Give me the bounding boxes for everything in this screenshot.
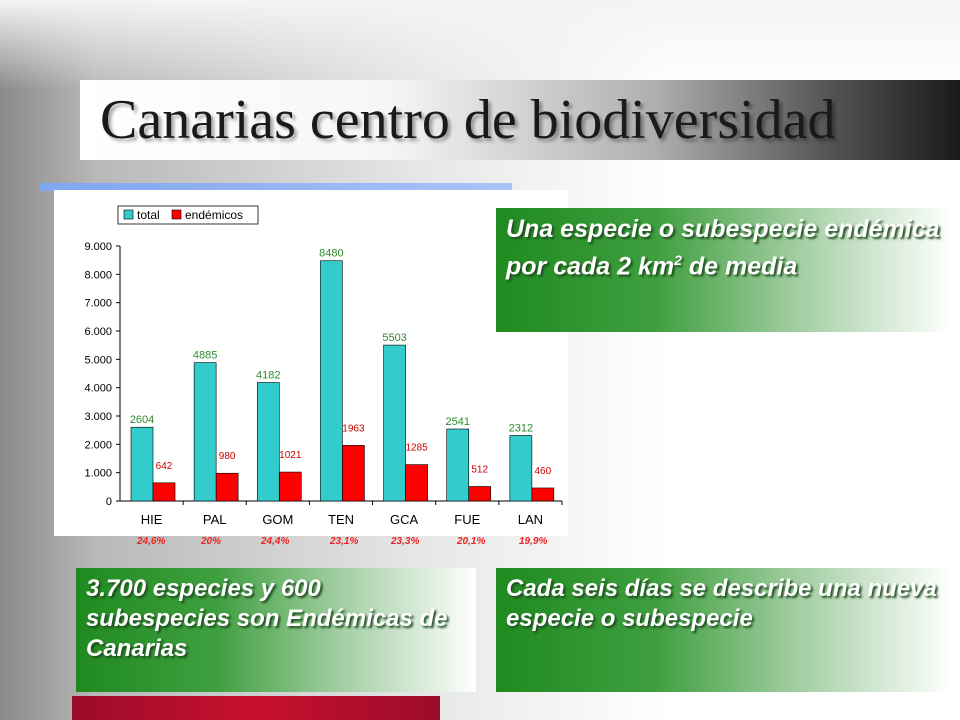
percent-label-lan: 19,9%: [519, 536, 548, 547]
legend-swatch-total: [123, 209, 134, 220]
y-tick-label: 3.000: [84, 411, 112, 423]
data-label-endemic-pal: 980: [219, 451, 236, 462]
callout-superscript: 2: [674, 252, 682, 268]
y-tick-label: 6.000: [84, 326, 112, 338]
callout-discovery-rate-text: Cada seis días se describe una nueva esp…: [506, 575, 937, 632]
y-tick-label: 4.000: [84, 383, 112, 395]
percent-label-gca: 23,3%: [391, 536, 420, 547]
data-label-endemic-gom: 1021: [279, 450, 302, 461]
bar-total-gca: [383, 344, 406, 502]
y-tick-label: 7.000: [84, 298, 112, 310]
bar-total-fue: [446, 428, 470, 502]
callout-discovery-rate: Cada seis días se describe una nueva esp…: [496, 568, 952, 692]
callout-endemic-density-end: de media: [688, 252, 798, 281]
callout-endemic-density-text: Una especie o subespecie endémica por ca…: [506, 215, 940, 281]
legend-label-endemic: endémicos: [185, 208, 243, 222]
x-tick-label-gca: GCA: [390, 512, 419, 527]
data-label-total-ten: 8480: [319, 248, 343, 260]
percent-label-hie: 24,6%: [137, 536, 166, 547]
y-tick-label: 8.000: [84, 269, 112, 281]
y-tick-label: 9.000: [84, 241, 112, 253]
bar-endemic-lan: [531, 487, 555, 502]
bar-endemic-gom: [278, 471, 302, 502]
data-label-total-gca: 5503: [382, 332, 406, 344]
y-tick-label: 2.000: [84, 439, 112, 451]
legend-box: [117, 205, 259, 225]
bar-endemic-hie: [152, 482, 176, 502]
x-tick-label-gom: GOM: [262, 512, 293, 527]
y-tick-label: 0: [106, 496, 112, 508]
data-label-endemic-ten: 1963: [342, 423, 365, 434]
x-tick-label-pal: PAL: [203, 512, 227, 527]
bar-total-gom: [256, 382, 280, 502]
bar-total-hie: [130, 426, 154, 502]
data-label-endemic-gca: 1285: [405, 443, 428, 454]
x-tick-label-hie: HIE: [141, 512, 163, 527]
data-label-endemic-lan: 460: [535, 466, 552, 477]
bar-endemic-fue: [468, 486, 492, 502]
percent-label-pal: 20%: [201, 536, 222, 547]
bar-total-pal: [193, 362, 217, 502]
top-fade: [0, 0, 960, 90]
callout-endemic-count-text: 3.700 especies y 600 subespecies son End…: [86, 575, 448, 662]
data-label-total-lan: 2312: [509, 422, 533, 434]
data-label-endemic-fue: 512: [471, 464, 488, 475]
bar-chart: 0 1.000 2.000 3.000 4.000 5.000 6.000 7.000 8.00…: [84, 205, 563, 527]
data-label-endemic-hie: 642: [156, 461, 173, 472]
data-label-total-hie: 2604: [130, 414, 154, 426]
x-tick-label-fue: FUE: [454, 512, 480, 527]
bar-endemic-ten: [342, 445, 365, 502]
accent-bar-blue: [40, 183, 512, 191]
x-tick-label-ten: TEN: [328, 512, 354, 527]
legend-swatch-endemic: [171, 209, 182, 220]
bar-total-lan: [509, 435, 533, 502]
percent-label-fue: 20,1%: [457, 536, 486, 547]
legend-label-total: total: [137, 208, 160, 222]
data-label-total-pal: 4885: [193, 350, 217, 362]
callout-endemic-density: Una especie o subespecie endémica por ca…: [496, 208, 952, 332]
slide-title: Canarias centro de biodiversidad: [100, 89, 836, 151]
percent-label-gom: 24,4%: [261, 536, 290, 547]
bar-endemic-pal: [215, 472, 239, 502]
data-label-total-gom: 4182: [256, 370, 280, 382]
callout-endemic-count: 3.700 especies y 600 subespecies son End…: [76, 568, 476, 692]
data-label-total-fue: 2541: [445, 416, 469, 428]
bar-endemic-gca: [405, 464, 428, 502]
x-tick-label-lan: LAN: [518, 512, 543, 527]
chart-panel: 0 1.000 2.000 3.000 4.000 5.000 6.000 7.000 8.00…: [54, 190, 568, 536]
bar-total-ten: [320, 260, 343, 502]
y-tick-label: 1.000: [84, 468, 112, 480]
title-band: [80, 80, 960, 160]
accent-bar-red: [72, 696, 440, 720]
y-tick-label: 5.000: [84, 354, 112, 366]
percent-label-ten: 23,1%: [330, 536, 359, 547]
